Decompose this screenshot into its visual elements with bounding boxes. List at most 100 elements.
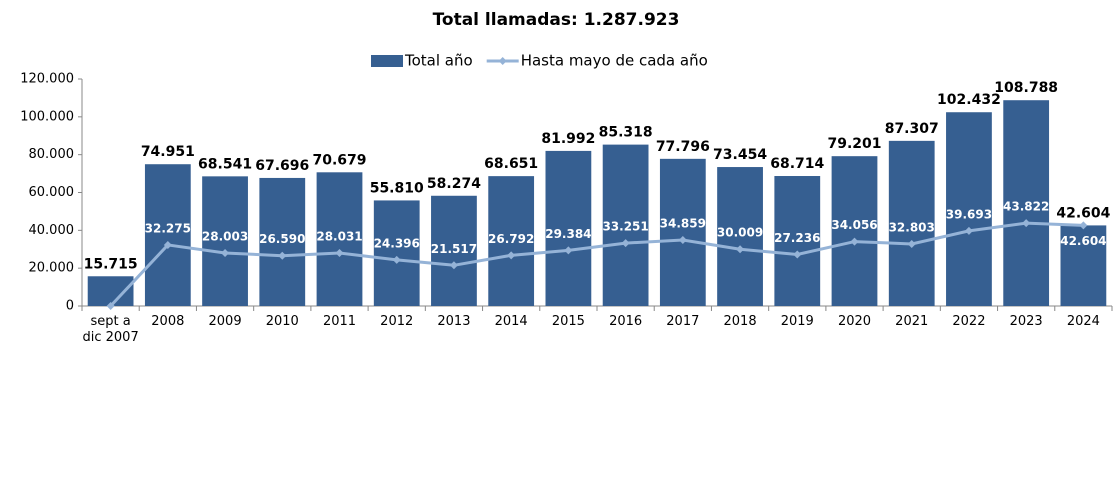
line-marker (449, 261, 458, 270)
y-tick-label: 60.000 (29, 185, 75, 200)
line-value-label: 34.056 (831, 218, 877, 232)
line-value-label: 32.803 (889, 220, 935, 234)
x-tick-label: 2018 (723, 314, 757, 329)
line-value-label: 30.009 (717, 226, 763, 240)
line-marker (163, 240, 172, 249)
legend-marker (498, 57, 507, 65)
bar (717, 167, 763, 306)
x-tick-label: 2020 (837, 314, 872, 329)
bar-value-label: 87.307 (885, 121, 939, 137)
legend-label: Total año (404, 52, 473, 70)
line-marker (907, 239, 916, 248)
x-tick-label: 2012 (380, 314, 414, 329)
x-tick-label: 2017 (666, 314, 700, 329)
line-marker (621, 239, 630, 248)
bar-value-label: 74.951 (141, 144, 195, 160)
line-marker (278, 251, 287, 260)
line-marker (850, 237, 859, 246)
x-tick-label: 2022 (952, 314, 986, 329)
line-value-label: 43.822 (1003, 200, 1049, 214)
line-value-label: 21.517 (431, 242, 477, 256)
line (109, 221, 1084, 308)
line-marker (736, 245, 745, 254)
bar (1003, 100, 1050, 306)
line-marker (507, 251, 516, 260)
bar-value-label: 68.541 (198, 156, 252, 172)
line-value-label: 32.275 (145, 221, 191, 235)
line-value-label: 29.384 (545, 227, 591, 241)
line-value-label: 28.031 (316, 229, 362, 243)
bar-value-label: 79.201 (827, 136, 881, 152)
line-marker (106, 302, 115, 310)
bar (259, 177, 306, 306)
bar-value-label: 42.604 (1056, 205, 1110, 221)
bar (946, 112, 992, 306)
bar-value-label: 81.992 (541, 131, 595, 147)
x-tick-label: 2008 (151, 314, 185, 329)
x-tick-label: 2015 (551, 314, 585, 329)
bar-value-label: 108.788 (994, 80, 1058, 96)
line-marker (793, 250, 802, 259)
bar (373, 200, 420, 306)
bar-value-label: 85.318 (599, 125, 653, 141)
line-value-label: 39.693 (946, 207, 992, 221)
bar-value-label: 77.796 (656, 139, 710, 155)
bar (602, 144, 649, 306)
bar-value-label: 15.715 (84, 256, 138, 272)
x-tick-label: 2019 (780, 314, 814, 329)
bar (1060, 225, 1107, 306)
y-tick-label: 120.000 (20, 72, 74, 87)
line-value-label: 34.859 (660, 217, 706, 231)
line-value-label: 0 (106, 315, 114, 329)
line-value-label: 28.003 (202, 230, 248, 244)
bar-value-label: 102.432 (937, 92, 1001, 108)
line-value-label: 26.792 (488, 232, 534, 246)
y-tick-label: 40.000 (29, 223, 75, 238)
bar-value-label: 68.714 (770, 156, 824, 172)
y-tick-label: 20.000 (29, 261, 75, 276)
bar (202, 176, 248, 306)
line-value-label: 24.396 (374, 236, 420, 250)
bar-value-label: 68.651 (484, 156, 538, 172)
bar (774, 176, 821, 306)
y-tick-label: 0 (66, 299, 74, 314)
bar-value-label: 55.810 (370, 180, 424, 196)
line-marker (335, 248, 344, 257)
line-marker (964, 226, 973, 235)
bar (488, 176, 535, 306)
x-tick-label: 2021 (895, 314, 929, 329)
line-marker (1079, 221, 1088, 230)
y-tick-label: 80.000 (29, 147, 75, 162)
line-value-label: 27.236 (774, 231, 820, 245)
x-tick-label: 2014 (494, 314, 528, 329)
x-tick-label: 2011 (322, 314, 357, 329)
line-marker (221, 249, 230, 258)
bar (659, 158, 706, 306)
legend-swatch (371, 55, 403, 67)
bar (431, 195, 477, 306)
bar (545, 150, 592, 306)
x-tick-label: sept a dic 2007 (82, 314, 139, 345)
x-tick-label: 2009 (208, 314, 242, 329)
chart-title: Total llamadas: 1.287.923 (433, 10, 680, 30)
line-marker (1022, 219, 1031, 228)
line-marker (678, 236, 687, 245)
x-tick-label: 2024 (1066, 314, 1100, 329)
bar (888, 140, 935, 306)
line-marker (392, 255, 401, 264)
line-value-label: 33.251 (602, 220, 648, 234)
line-value-label: 26.590 (259, 232, 305, 246)
x-tick-label: 2013 (437, 314, 471, 329)
x-tick-label: 2016 (609, 314, 643, 329)
x-tick-label: 2010 (265, 314, 299, 329)
bar (316, 172, 363, 306)
x-tick-label: 2023 (1009, 314, 1043, 329)
line-marker (564, 246, 573, 255)
bar-value-label: 73.454 (713, 147, 767, 163)
legend-label: Hasta mayo de cada año (521, 52, 708, 70)
bar-value-label: 70.679 (312, 152, 366, 168)
y-tick-label: 100.000 (20, 109, 74, 124)
line-value-label: 42.604 (1060, 234, 1106, 248)
